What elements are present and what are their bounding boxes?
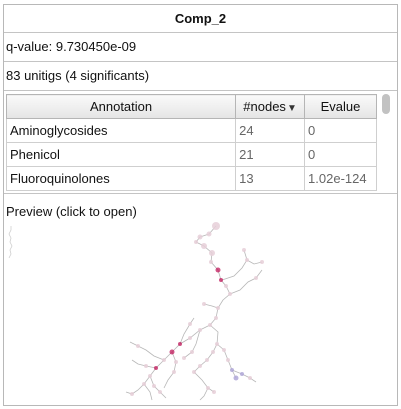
preview-label: Preview (click to open) [6,204,137,219]
graph-edge [195,225,231,326]
graph-edge [143,324,211,385]
unitigs-text: 83 unitigs (4 significants) [4,62,397,91]
graph-edge [203,303,219,309]
graph-node [130,392,134,396]
component-title: Comp_2 [4,5,397,33]
graph-edge [149,375,167,399]
graph-node [242,248,246,252]
evalue-cell: 0 [304,142,377,167]
graph-node [197,234,203,240]
graph-node [142,382,146,386]
column-header-nodes[interactable]: #nodes▼ [235,94,306,119]
table-scrollbar[interactable] [381,94,392,190]
graph-node [254,276,258,280]
graph-edge [246,259,263,265]
graph-node [215,342,219,346]
graph-edge [179,317,195,345]
column-header-annotation[interactable]: Annotation [5,94,237,119]
graph-edge [221,249,248,281]
qvalue-text: q-value: 9.730450e-09 [4,33,397,62]
graph-node [222,348,226,352]
graph-node [215,267,221,273]
graph-node [148,374,152,378]
graph-node [219,278,223,282]
graph-node [212,390,216,394]
graph-node [209,250,215,256]
graph-edge [183,329,201,359]
table-row[interactable]: Phenicol 21 0 [5,142,377,167]
graph-node [169,349,175,355]
graph-preview[interactable] [4,220,397,406]
graph-node [188,336,192,340]
graph-edge [199,387,209,401]
graph-edge [143,383,153,401]
graph-node [211,350,215,354]
table-row[interactable]: Aminoglycosides 24 0 [5,118,377,143]
annotation-cell: Fluoroquinolones [5,166,237,191]
graph-node [226,358,230,362]
graph-node [201,243,207,249]
graph-node [230,368,234,372]
nodes-cell: 24 [235,118,306,143]
nodes-cell: 13 [235,166,306,191]
graph-node [206,231,212,237]
annotation-table-container: Annotation #nodes▼ Evalue Aminoglycoside… [4,91,397,194]
component-panel: Comp_2 q-value: 9.730450e-09 83 unitigs … [3,4,398,406]
graph-node [228,292,232,296]
graph-node [194,240,198,244]
graph-node [214,316,218,320]
graph-node [260,260,264,264]
evalue-cell: 1.02e-124 [304,166,377,191]
annotation-cell: Aminoglycosides [5,118,237,143]
graph-node [144,364,148,368]
graph-node [216,306,220,310]
graph-node [240,372,244,376]
graph-node [212,222,220,230]
graph-node [202,302,206,306]
graph-node [158,390,162,394]
graph-node [178,342,182,346]
graph-node [152,384,156,388]
graph-node [172,370,176,374]
graph-node [208,323,212,327]
column-header-nodes-label: #nodes [243,99,286,114]
graph-node [154,366,158,370]
sort-descending-icon: ▼ [286,103,297,114]
table-row[interactable]: Fluoroquinolones 13 1.02e-124 [5,166,377,191]
graph-node [206,386,210,390]
evalue-cell: 0 [304,118,377,143]
column-header-evalue[interactable]: Evalue [304,94,377,119]
graph-node [162,358,166,362]
graph-node [188,322,192,326]
graph-node [248,376,252,380]
graph-node [205,358,209,362]
graph-node [182,356,186,360]
graph-node [136,344,140,348]
graph-node [233,375,239,381]
table-scrollbar-thumb[interactable] [382,94,390,114]
annotation-cell: Phenicol [5,142,237,167]
graph-edge [125,383,145,395]
graph-edge [129,341,165,361]
graph-node [192,370,196,374]
graph-edge [231,369,257,383]
graph-node [198,364,202,368]
graph-node [174,360,178,364]
graph-node [245,258,249,262]
graph-edge [229,269,263,295]
graph-edge [131,359,157,369]
annotation-table: Annotation #nodes▼ Evalue Aminoglycoside… [5,94,377,191]
nodes-cell: 21 [235,142,306,167]
graph-node [190,350,194,354]
column-header-annotation-label: Annotation [89,99,153,114]
graph-node [198,328,202,332]
graph-node [224,284,228,288]
graph-preview-image[interactable] [4,220,397,406]
graph-edge [193,371,215,393]
graph-edge [163,351,177,389]
graph-node [209,260,213,264]
column-header-evalue-label: Evalue [320,99,361,114]
